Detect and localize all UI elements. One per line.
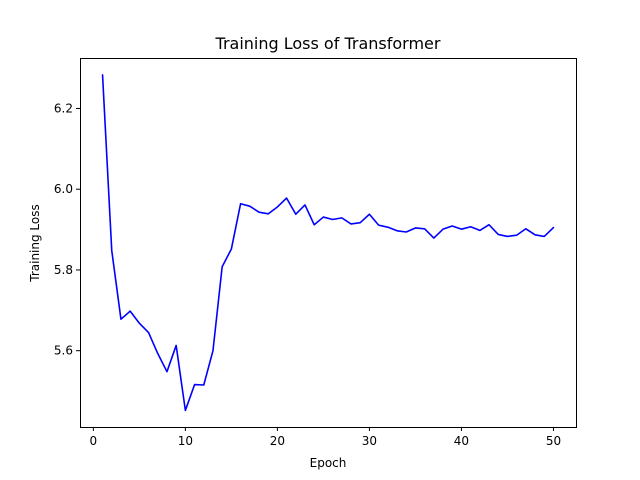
- x-axis-label: Epoch: [310, 456, 347, 470]
- training-loss-line: [101, 74, 555, 412]
- y-axis-label: Training Loss: [28, 204, 42, 282]
- x-tick-label: 0: [90, 434, 98, 448]
- y-tick-label: 5.8: [54, 263, 73, 277]
- plot-frame: [80, 58, 577, 428]
- x-tick-label: 30: [362, 434, 377, 448]
- x-tick-label: 20: [270, 434, 285, 448]
- y-tick-label: 5.6: [54, 344, 73, 358]
- x-tick-label: 50: [546, 434, 561, 448]
- x-tick-label: 40: [454, 434, 469, 448]
- y-tick-label: 6.2: [54, 101, 73, 115]
- plot-area: [101, 74, 555, 412]
- y-tick-label: 6.0: [54, 182, 73, 196]
- y-axis: 5.6 5.8 6.0 6.2: [54, 101, 80, 358]
- x-axis: 0 10 20 30 40 50: [90, 427, 561, 448]
- chart-title: Training Loss of Transformer: [215, 34, 441, 53]
- x-tick-label: 10: [178, 434, 193, 448]
